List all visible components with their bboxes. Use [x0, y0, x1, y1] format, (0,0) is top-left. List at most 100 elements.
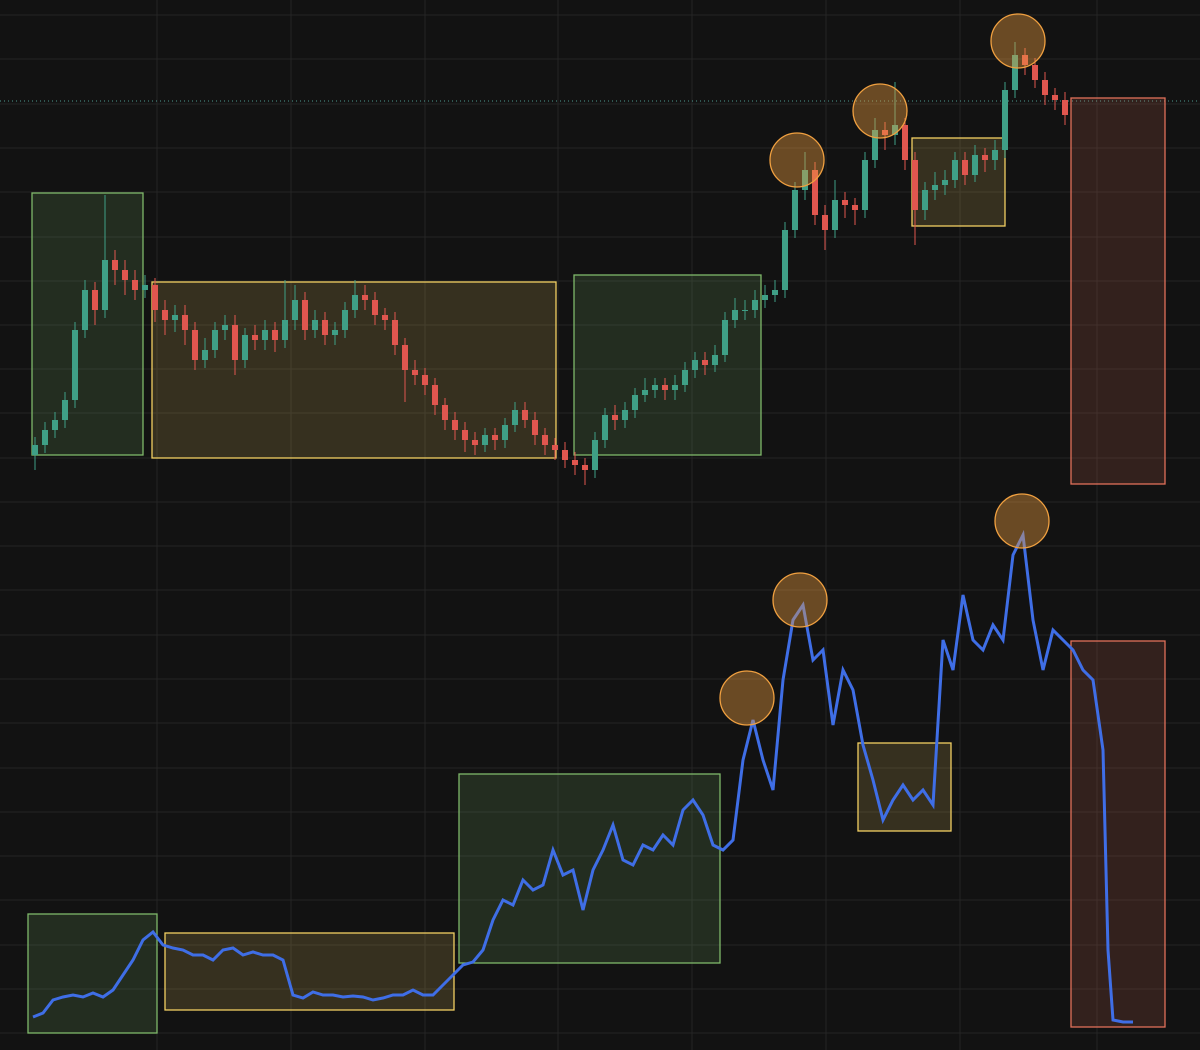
candle-body [702, 360, 708, 365]
candle-body [562, 450, 568, 460]
candle-body [102, 260, 108, 310]
candle-body [592, 440, 598, 470]
candle-body [172, 315, 178, 320]
candle-body [72, 330, 78, 400]
candle-body [272, 330, 278, 340]
series-line [32, 529, 1133, 1024]
candle-body [722, 320, 728, 355]
peak-highlight [769, 132, 825, 188]
candle-body [162, 310, 168, 320]
candle-body [362, 295, 368, 300]
candle-body [342, 310, 348, 330]
candle-body [292, 300, 298, 320]
zone [151, 281, 557, 459]
candle-body [1052, 95, 1058, 100]
candle-body [682, 370, 688, 385]
zone [458, 773, 721, 964]
peak-highlight [990, 13, 1046, 69]
zone [164, 932, 455, 1011]
candle-body [942, 180, 948, 185]
candle-body [842, 200, 848, 205]
candle-body [832, 200, 838, 230]
candle-body [992, 150, 998, 160]
candle-body [512, 410, 518, 425]
candle-body [192, 330, 198, 360]
candle-body [622, 410, 628, 420]
peak-highlight [719, 670, 775, 726]
candle-body [422, 375, 428, 385]
peak-highlight [994, 493, 1050, 549]
candle-body [352, 295, 358, 310]
candle-body [222, 325, 228, 330]
candle-body [862, 160, 868, 210]
candle-body [642, 390, 648, 395]
candle-body [812, 170, 818, 215]
candle-body [382, 315, 388, 320]
candle-body [822, 215, 828, 230]
candle-body [522, 410, 528, 420]
candle-body [332, 330, 338, 335]
candle-body [792, 190, 798, 230]
candle-body [582, 465, 588, 470]
candle-body [142, 285, 148, 290]
candle-body [602, 415, 608, 440]
candle-body [42, 430, 48, 445]
zone [911, 137, 1006, 227]
candle-body [1002, 90, 1008, 150]
candle-body [632, 395, 638, 410]
candle-body [252, 335, 258, 340]
zone [1070, 640, 1166, 1028]
candle-body [182, 315, 188, 330]
candle-body [322, 320, 328, 335]
candle-body [462, 430, 468, 440]
candle-body [742, 310, 748, 311]
candle-body [612, 415, 618, 420]
candle-body [712, 355, 718, 365]
candle-body [952, 160, 958, 180]
candle-body [972, 155, 978, 175]
candle-body [212, 330, 218, 350]
candle-body [662, 385, 668, 390]
candle-body [152, 285, 158, 310]
candle-body [912, 160, 918, 210]
candle-body [372, 300, 378, 315]
candle-body [472, 440, 478, 445]
candle-body [492, 435, 498, 440]
candle-body [762, 295, 768, 300]
candle-body [132, 280, 138, 290]
candle-body [572, 460, 578, 465]
candle-body [852, 205, 858, 210]
chart-panel [0, 0, 1200, 525]
candle-body [692, 360, 698, 370]
candle-body [82, 290, 88, 330]
candle-body [962, 160, 968, 175]
candle-body [392, 320, 398, 345]
candle-body [902, 125, 908, 160]
zone [1070, 97, 1166, 485]
candle-body [1062, 100, 1068, 115]
candle-body [1042, 80, 1048, 95]
candle-body [432, 385, 438, 405]
candle-body [202, 350, 208, 360]
candle-body [32, 445, 38, 455]
candle-body [62, 400, 68, 420]
candle-body [1022, 55, 1028, 65]
candle-body [672, 385, 678, 390]
candle-body [532, 420, 538, 435]
candle-body [412, 370, 418, 375]
candle-body [872, 130, 878, 160]
candle-body [262, 330, 268, 340]
candle-body [882, 130, 888, 135]
candle-body [1012, 55, 1018, 90]
candle-body [282, 320, 288, 340]
zone [27, 913, 158, 1034]
candle-body [452, 420, 458, 430]
candle-body [982, 155, 988, 160]
peak-highlight [772, 572, 828, 628]
candle-body [752, 300, 758, 310]
candle-body [122, 270, 128, 280]
candle-body [482, 435, 488, 445]
candle-body [402, 345, 408, 370]
